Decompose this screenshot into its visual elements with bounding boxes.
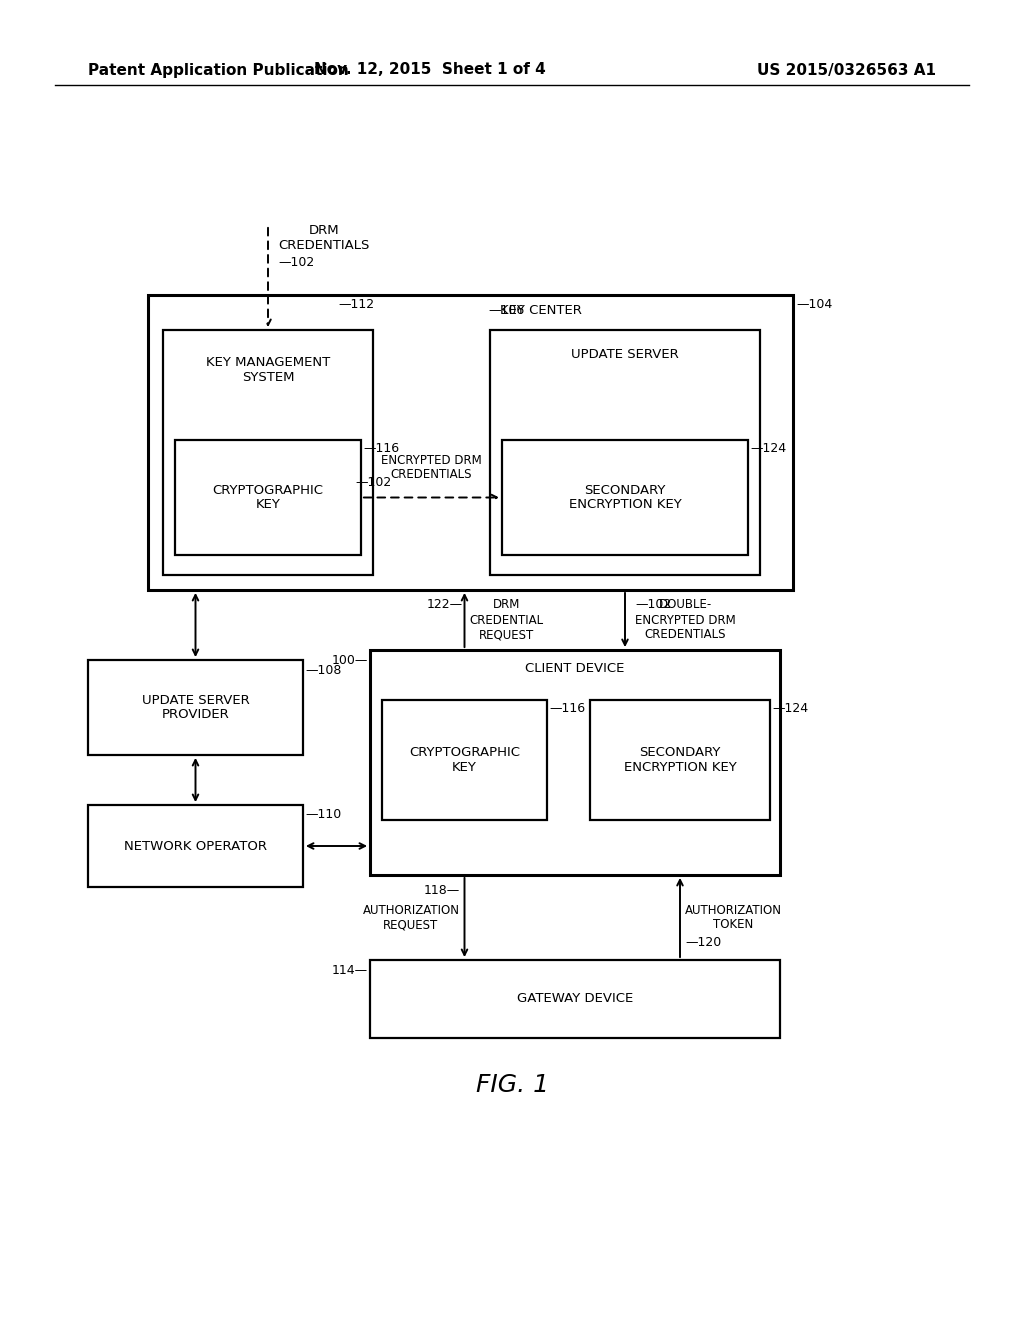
Text: —120: —120 (685, 936, 721, 949)
Bar (88, 805, 303, 887)
Text: CLIENT DEVICE: CLIENT DEVICE (525, 661, 625, 675)
Text: DRM
CREDENTIAL
REQUEST: DRM CREDENTIAL REQUEST (469, 598, 544, 642)
Bar (502, 440, 748, 554)
Text: DOUBLE-
ENCRYPTED DRM
CREDENTIALS: DOUBLE- ENCRYPTED DRM CREDENTIALS (635, 598, 736, 642)
Text: SECONDARY
ENCRYPTION KEY: SECONDARY ENCRYPTION KEY (568, 483, 681, 511)
Bar (490, 330, 760, 576)
Text: KEY CENTER: KEY CENTER (500, 305, 582, 318)
Text: —116: —116 (549, 701, 585, 714)
Text: ENCRYPTED DRM
CREDENTIALS: ENCRYPTED DRM CREDENTIALS (381, 454, 482, 482)
Text: —110: —110 (305, 808, 341, 821)
Text: —112: —112 (339, 298, 375, 312)
Text: Nov. 12, 2015  Sheet 1 of 4: Nov. 12, 2015 Sheet 1 of 4 (314, 62, 546, 78)
Text: Patent Application Publication: Patent Application Publication (88, 62, 349, 78)
Text: —104: —104 (796, 298, 833, 312)
Text: 114—: 114— (332, 964, 368, 977)
Text: —124: —124 (750, 441, 786, 454)
Text: NETWORK OPERATOR: NETWORK OPERATOR (124, 840, 267, 853)
Text: —116: —116 (362, 441, 399, 454)
Bar (148, 294, 793, 590)
Text: AUTHORIZATION
TOKEN: AUTHORIZATION TOKEN (685, 903, 782, 932)
Text: KEY MANAGEMENT
SYSTEM: KEY MANAGEMENT SYSTEM (206, 356, 330, 384)
Text: DRM
CREDENTIALS: DRM CREDENTIALS (278, 224, 370, 252)
Text: UPDATE SERVER
PROVIDER: UPDATE SERVER PROVIDER (141, 693, 250, 722)
Text: CRYPTOGRAPHIC
KEY: CRYPTOGRAPHIC KEY (213, 483, 324, 511)
Bar (175, 440, 361, 554)
Text: SECONDARY
ENCRYPTION KEY: SECONDARY ENCRYPTION KEY (624, 746, 736, 774)
Text: CRYPTOGRAPHIC
KEY: CRYPTOGRAPHIC KEY (409, 746, 520, 774)
Bar (163, 330, 373, 576)
Text: —102: —102 (278, 256, 314, 268)
Text: —102: —102 (355, 477, 391, 488)
Text: —124: —124 (772, 701, 808, 714)
Bar (590, 700, 770, 820)
Text: GATEWAY DEVICE: GATEWAY DEVICE (517, 993, 633, 1006)
Text: —106: —106 (488, 305, 524, 318)
Text: 122—: 122— (426, 598, 463, 611)
Bar (88, 660, 303, 755)
Bar (370, 960, 780, 1038)
Text: US 2015/0326563 A1: US 2015/0326563 A1 (757, 62, 936, 78)
Text: 100—: 100— (332, 653, 368, 667)
Text: 118—: 118— (423, 883, 460, 896)
Text: —102: —102 (635, 598, 672, 611)
Bar (382, 700, 547, 820)
Text: AUTHORIZATION
REQUEST: AUTHORIZATION REQUEST (362, 903, 460, 932)
Text: FIG. 1: FIG. 1 (475, 1073, 549, 1097)
Bar (370, 649, 780, 875)
Text: —108: —108 (305, 664, 341, 676)
Text: UPDATE SERVER: UPDATE SERVER (571, 348, 679, 362)
